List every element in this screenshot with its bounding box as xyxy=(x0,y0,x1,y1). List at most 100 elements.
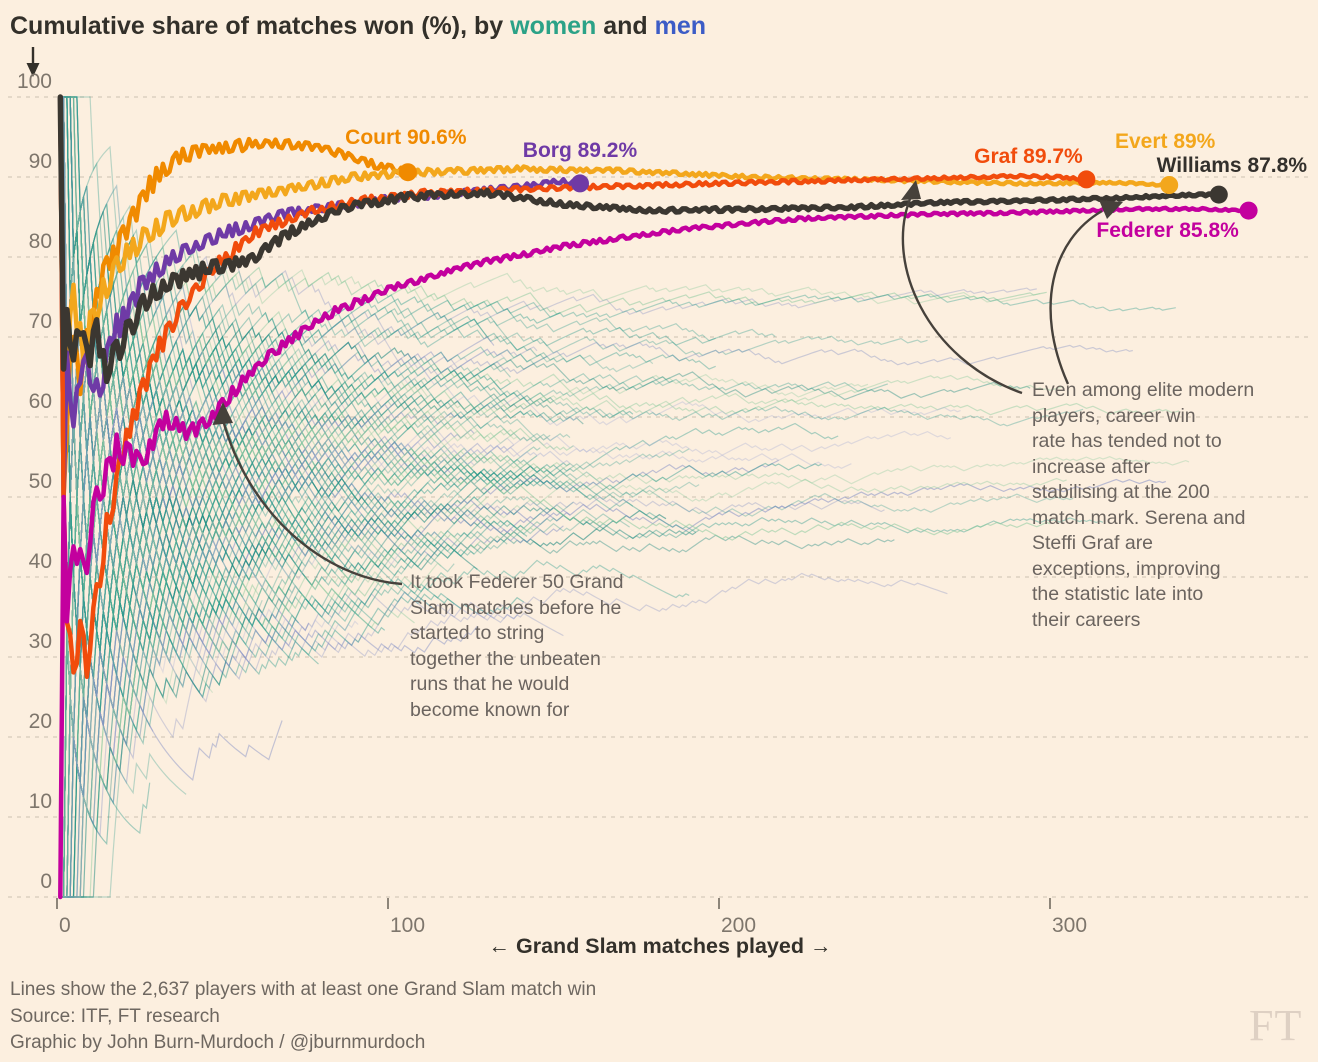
background-player-line xyxy=(60,407,267,898)
background-player-line xyxy=(60,96,422,612)
williams-annotation-arrow xyxy=(1049,209,1103,385)
player-label-federer: Federer 85.8% xyxy=(1096,218,1239,242)
endpoint-dot-court xyxy=(398,163,417,182)
background-player-line xyxy=(60,256,951,898)
y-tick-label-90: 90 xyxy=(28,150,52,173)
background-player-line xyxy=(59,96,531,798)
background-player-line xyxy=(60,228,1176,898)
background-player-line xyxy=(59,96,455,698)
background-player-line xyxy=(60,96,376,509)
background-player-line xyxy=(60,96,491,487)
background-player-line xyxy=(60,578,363,898)
background-player-line xyxy=(59,96,888,498)
background-player-line xyxy=(60,96,673,420)
background-player-line xyxy=(60,396,442,898)
background-player-line xyxy=(59,411,465,898)
player-label-court: Court 90.6% xyxy=(345,126,467,150)
background-player-line xyxy=(60,473,1166,898)
background-player-line xyxy=(60,752,187,898)
background-player-line xyxy=(59,96,369,738)
line-federer xyxy=(58,205,1251,900)
background-player-line xyxy=(59,96,525,699)
footer-source: Source: ITF, FT research xyxy=(10,1005,220,1027)
background-player-line xyxy=(59,96,389,498)
background-player-line xyxy=(59,256,257,898)
williams-annotation-arrowhead xyxy=(1099,200,1123,219)
background-player-line xyxy=(60,96,230,669)
background-player-line xyxy=(60,96,1031,418)
background-player-line xyxy=(59,325,538,898)
background-player-line xyxy=(60,96,551,482)
background-player-line xyxy=(60,336,518,898)
x-tick-label-200: 200 xyxy=(721,914,757,937)
background-player-line xyxy=(60,596,114,898)
footer-credit: Graphic by John Burn-Murdoch / @jburnmur… xyxy=(10,1032,426,1053)
y-tick-label-80: 80 xyxy=(28,230,52,253)
background-player-line xyxy=(60,96,690,598)
x-tick-label-300: 300 xyxy=(1052,914,1088,937)
background-player-line xyxy=(60,96,505,434)
background-player-line xyxy=(59,284,488,898)
title-women-highlight: women xyxy=(510,12,597,40)
background-player-line xyxy=(60,600,478,898)
background-player-line xyxy=(59,96,654,498)
background-player-line xyxy=(59,363,869,898)
line-evert xyxy=(58,94,1172,500)
chart-title: Cumulative share of matches won (%), by … xyxy=(10,12,706,41)
y-tick-label-100: 100 xyxy=(16,70,52,93)
background-player-line xyxy=(60,96,578,430)
background-player-line xyxy=(60,572,948,898)
background-player-line xyxy=(60,96,1180,461)
background-player-line xyxy=(60,96,224,423)
player-label-borg: Borg 89.2% xyxy=(522,139,638,163)
federer-annotation-arrowhead xyxy=(212,402,233,425)
background-player-line xyxy=(59,96,482,649)
background-player-line xyxy=(60,96,415,629)
background-player-line xyxy=(60,96,1064,439)
chart-footer: Lines show the 2,637 players with at lea… xyxy=(10,977,596,1057)
player-label-graf: Graf 89.7% xyxy=(974,145,1083,169)
line-borg xyxy=(58,94,583,500)
player-label-williams: Williams 87.8% xyxy=(1156,153,1307,177)
y-tick-label-0: 0 xyxy=(40,870,52,893)
federer-annotation-arrow xyxy=(221,419,403,586)
background-player-line xyxy=(59,496,690,898)
background-player-line xyxy=(60,422,839,898)
y-tick-label-50: 50 xyxy=(28,470,52,493)
background-player-line xyxy=(60,96,250,707)
background-player-line xyxy=(59,96,1051,541)
background-player-line xyxy=(59,96,508,720)
x-axis-title: ← Grand Slam matches played → xyxy=(488,934,832,958)
background-player-line xyxy=(59,466,386,898)
endpoint-dot-evert xyxy=(1160,176,1179,194)
background-player-line xyxy=(60,96,250,757)
background-player-line xyxy=(60,96,422,598)
background-player-line xyxy=(60,561,303,898)
background-player-line xyxy=(60,407,353,898)
federer-annotation: It took Federer 50 Grand Slam matches be… xyxy=(410,571,624,721)
title-and: and xyxy=(596,12,655,40)
modern-players-annotation: Even among elite modern players, career … xyxy=(1032,379,1255,631)
endpoint-dot-williams xyxy=(1209,185,1228,204)
background-player-line xyxy=(60,462,571,898)
background-player-line xyxy=(59,96,885,561)
background-player-line xyxy=(59,439,300,898)
ft-logo: FT xyxy=(1249,1001,1303,1050)
background-player-line xyxy=(59,96,700,669)
background-player-line xyxy=(59,96,630,738)
background-player-line xyxy=(59,363,386,898)
y-axis-direction-arrowhead xyxy=(26,63,40,77)
background-player-line xyxy=(60,96,273,517)
x-tick-label-0: 0 xyxy=(59,914,71,937)
y-tick-label-40: 40 xyxy=(28,550,52,573)
background-player-line xyxy=(59,363,528,898)
line-williams xyxy=(57,94,1222,385)
y-tick-label-20: 20 xyxy=(28,710,52,733)
line-court xyxy=(58,94,411,500)
background-player-line xyxy=(60,96,369,369)
background-player-line xyxy=(59,266,1047,898)
background-player-line xyxy=(59,96,597,764)
y-tick-label-30: 30 xyxy=(28,630,52,653)
